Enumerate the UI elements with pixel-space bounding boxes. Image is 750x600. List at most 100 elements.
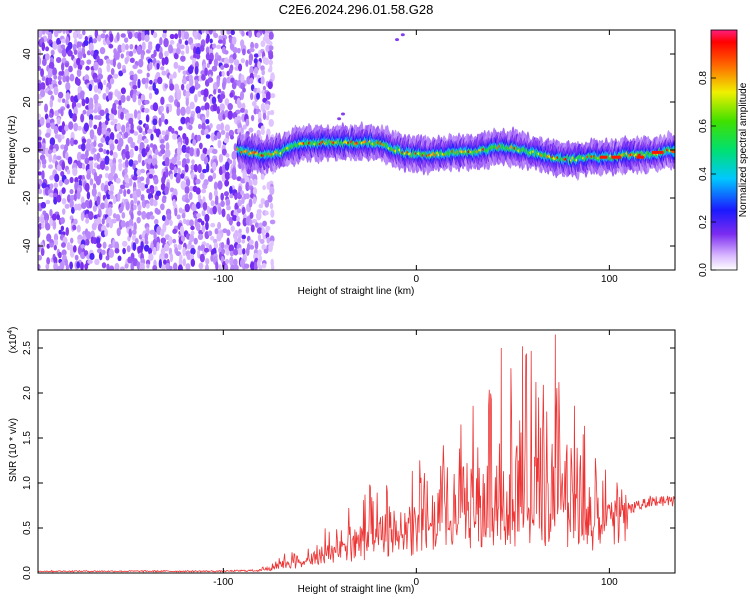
spectrogram-noise-cell bbox=[230, 30, 235, 36]
spectrogram-noise-cell bbox=[160, 228, 165, 237]
spectrogram-noise-cell bbox=[244, 176, 250, 184]
spectrogram-noise-cell bbox=[129, 193, 134, 199]
spectrogram-noise-cell bbox=[204, 213, 210, 223]
spectrogram-noise-cell bbox=[128, 159, 134, 167]
spectrogram-noise-cell bbox=[242, 248, 246, 255]
spectrogram-noise-cell bbox=[198, 142, 203, 150]
spectrogram-noise-cell bbox=[169, 173, 174, 180]
spectrogram-noise-cell bbox=[188, 192, 193, 201]
spectrogram-noise-cell bbox=[120, 94, 126, 103]
spectrogram-noise-cell bbox=[116, 50, 120, 60]
spectrogram-noise-cell bbox=[201, 188, 207, 194]
snr-y-label: SNR (10 * v/v) bbox=[8, 418, 19, 482]
spectrogram-noise-cell bbox=[158, 117, 162, 127]
spectrogram-noise-cell bbox=[130, 141, 136, 149]
spectrogram-noise-cell bbox=[40, 89, 46, 98]
spectrogram-noise-cell bbox=[155, 209, 161, 215]
spectrogram-noise-cell bbox=[65, 75, 70, 83]
spectrogram-noise-cell bbox=[270, 93, 276, 99]
spectrogram-noise-cell bbox=[230, 225, 235, 232]
spectrogram-noise-cell bbox=[190, 172, 195, 180]
spectrogram-noise-cell bbox=[47, 77, 53, 85]
spectrogram-noise-cell bbox=[254, 42, 259, 49]
spectrogram-noise-cell bbox=[231, 81, 237, 90]
spectrogram-noise-cell bbox=[160, 113, 165, 123]
spectrogram-noise-cell bbox=[38, 101, 42, 107]
spectrogram-noise-cell bbox=[49, 183, 54, 190]
spectrogram-noise-cell bbox=[163, 37, 169, 48]
snr-multiplier-close: ) bbox=[8, 327, 19, 330]
spectrogram-noise-cell bbox=[159, 144, 166, 150]
spectrogram-noise-cell bbox=[41, 182, 47, 189]
spectrogram-noise-cell bbox=[152, 82, 156, 92]
spectrogram-noise-cell bbox=[172, 133, 178, 140]
spectrogram-noise-cell bbox=[133, 131, 139, 136]
spectrogram-noise-cell bbox=[175, 176, 181, 184]
spectrogram-noise-cell bbox=[223, 137, 229, 144]
spectrogram-noise-cell bbox=[169, 162, 175, 171]
spectrogram-noise-cell bbox=[38, 56, 42, 66]
spectrogram-noise-cell bbox=[88, 109, 94, 114]
spectrogram-noise-cell bbox=[61, 187, 66, 195]
spectrogram-noise-cell bbox=[140, 168, 146, 174]
spectrogram-noise-cell bbox=[228, 216, 233, 226]
spectrogram-noise-cell bbox=[65, 226, 70, 236]
spectrogram-noise-cell bbox=[236, 221, 241, 227]
spectrogram-noise-cell bbox=[217, 221, 222, 230]
spectrogram-noise-cell bbox=[50, 122, 56, 130]
spectrogram-noise-cell bbox=[228, 57, 234, 64]
spectrogram-noise-cell bbox=[241, 206, 246, 216]
spectrogram-noise-cell bbox=[168, 265, 173, 270]
spectrogram-noise-cell bbox=[152, 199, 158, 207]
spectrogram-noise-cell bbox=[259, 238, 265, 244]
spectrogram-noise-cell bbox=[73, 139, 78, 145]
spectrogram-noise-cell bbox=[100, 33, 106, 39]
spectrogram-noise-cell bbox=[204, 67, 208, 76]
spectrogram-noise-cell bbox=[45, 199, 51, 205]
spectrogram-noise-cell bbox=[76, 203, 82, 211]
spectrogram-noise-cell bbox=[217, 139, 222, 149]
spectrogram-noise-cell bbox=[180, 50, 185, 56]
spectrogram-noise-cell bbox=[193, 237, 198, 245]
spectrogram-noise-cell bbox=[136, 216, 141, 224]
spectrogram-noise-cell bbox=[56, 194, 62, 203]
spectrogram-noise-cell bbox=[152, 31, 158, 39]
spectrogram-noise-cell bbox=[128, 228, 132, 238]
spectrogram-noise-cell bbox=[120, 266, 125, 270]
spectrogram-noise-cell bbox=[173, 61, 179, 69]
spectrogram-noise-cell bbox=[187, 65, 194, 75]
spectrogram-noise-cell bbox=[38, 30, 43, 38]
spectrogram-noise-cell bbox=[168, 236, 173, 246]
spectrogram-noise-cell bbox=[188, 240, 192, 246]
spectrogram-noise-cell bbox=[109, 132, 115, 141]
spectrogram-noise-cell bbox=[65, 81, 71, 91]
spectrogram-noise-cell bbox=[204, 102, 210, 111]
spectrogram-noise-cell bbox=[117, 62, 122, 70]
spectrogram-noise-cell bbox=[165, 168, 169, 178]
spectrogram-noise-cell bbox=[205, 242, 210, 248]
spectrogram-noise-cell bbox=[146, 188, 151, 194]
spectrogram-noise-cell bbox=[213, 58, 218, 68]
spectrogram-noise-cell bbox=[207, 175, 213, 182]
spectrogram-noise-cell bbox=[149, 211, 153, 216]
spectrogram-noise-cell bbox=[53, 233, 59, 242]
spectrogram-noise-cell bbox=[153, 231, 157, 241]
spectrogram-noise-cell bbox=[177, 244, 182, 251]
spectrogram-noise-cell bbox=[154, 185, 158, 192]
spectrogram-noise-cell bbox=[86, 50, 91, 56]
colorbar-tick-label: 0.6 bbox=[698, 119, 709, 133]
spectrogram-noise-cell bbox=[232, 52, 237, 60]
spectrogram-noise-cell bbox=[151, 158, 158, 167]
spectrogram-noise-cell bbox=[252, 178, 258, 186]
spectrogram-noise-cell bbox=[91, 222, 97, 231]
spectrogram-noise-cell bbox=[269, 219, 276, 225]
spectrogram-noise-cell bbox=[74, 254, 79, 261]
spectrogram-noise-cell bbox=[214, 198, 219, 206]
spectrogram-noise-cell bbox=[199, 253, 205, 263]
spectrogram-noise-cell bbox=[164, 83, 169, 89]
spectrogram-noise-cell bbox=[72, 31, 78, 40]
spectrogram-noise-cell bbox=[213, 242, 219, 250]
spectrogram-noise-cell bbox=[147, 43, 153, 51]
spectrogram-noise-cell bbox=[65, 263, 69, 270]
spectrogram-noise-cell bbox=[200, 128, 206, 136]
